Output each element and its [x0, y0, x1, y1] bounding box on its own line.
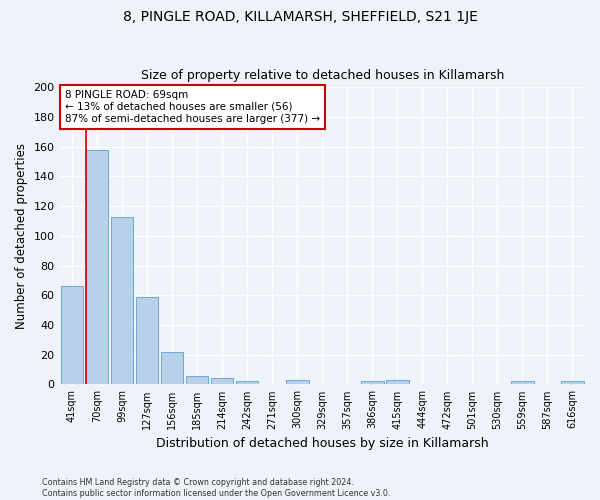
Bar — [136, 297, 158, 384]
Bar — [61, 286, 83, 384]
Y-axis label: Number of detached properties: Number of detached properties — [15, 143, 28, 329]
X-axis label: Distribution of detached houses by size in Killamarsh: Distribution of detached houses by size … — [156, 437, 488, 450]
Bar — [386, 380, 409, 384]
Bar — [161, 352, 184, 384]
Bar — [111, 216, 133, 384]
Bar — [236, 382, 259, 384]
Bar — [286, 380, 308, 384]
Text: Contains HM Land Registry data © Crown copyright and database right 2024.
Contai: Contains HM Land Registry data © Crown c… — [42, 478, 391, 498]
Bar — [186, 376, 208, 384]
Bar — [561, 382, 584, 384]
Bar — [86, 150, 109, 384]
Text: 8 PINGLE ROAD: 69sqm
← 13% of detached houses are smaller (56)
87% of semi-detac: 8 PINGLE ROAD: 69sqm ← 13% of detached h… — [65, 90, 320, 124]
Bar — [361, 382, 383, 384]
Title: Size of property relative to detached houses in Killamarsh: Size of property relative to detached ho… — [140, 69, 504, 82]
Bar — [511, 382, 534, 384]
Bar — [211, 378, 233, 384]
Text: 8, PINGLE ROAD, KILLAMARSH, SHEFFIELD, S21 1JE: 8, PINGLE ROAD, KILLAMARSH, SHEFFIELD, S… — [122, 10, 478, 24]
